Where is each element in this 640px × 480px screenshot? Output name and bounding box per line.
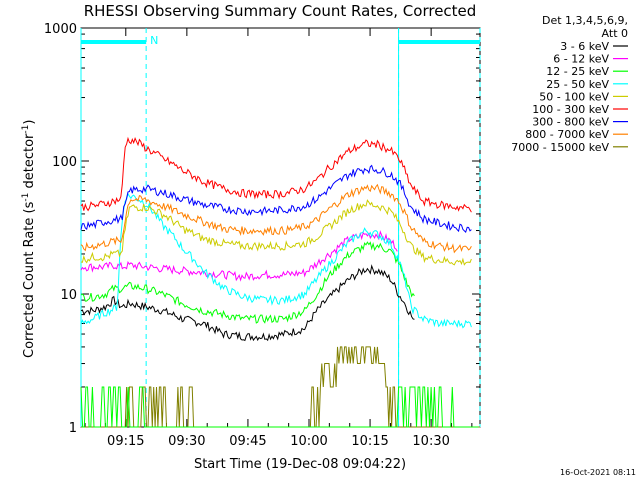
y-tick-label: 10 xyxy=(60,288,77,303)
series-line-50-100-kev xyxy=(80,199,472,266)
x-tick-label: 10:00 xyxy=(290,434,327,449)
chart-title: RHESSI Observing Summary Count Rates, Co… xyxy=(84,2,477,20)
x-axis-label: Start Time (19-Dec-08 09:04:22) xyxy=(194,457,406,472)
legend-header-detectors: Det 1,3,4,5,6,9, xyxy=(542,14,628,27)
series-line-3-6-kev xyxy=(80,264,415,342)
series-line-100-300-kev xyxy=(80,183,472,254)
legend-label: 7000 - 15000 keV xyxy=(511,141,609,154)
legend-label: 800 - 7000 keV xyxy=(525,128,609,141)
legend-label: 300 - 800 keV xyxy=(532,116,609,129)
x-tick-label: 10:30 xyxy=(412,434,449,449)
y-tick-label: 1000 xyxy=(44,22,77,37)
x-tick-label: 09:15 xyxy=(107,434,144,449)
series-line-12-25-kev xyxy=(80,241,415,324)
series-line-800-7000-kev xyxy=(80,136,472,213)
series-line-green-low xyxy=(80,386,479,428)
legend-label: 100 - 300 keV xyxy=(532,103,609,116)
series-line-25-50-kev xyxy=(80,192,472,329)
legend-label: 6 - 12 keV xyxy=(553,53,609,66)
x-tick-label: 09:30 xyxy=(168,434,205,449)
y-tick-label: 100 xyxy=(52,155,77,170)
legend-label: 12 - 25 keV xyxy=(546,65,609,78)
legend-header-attenuator: Att 0 xyxy=(602,27,628,40)
generation-timestamp: 16-Oct-2021 08:11 xyxy=(560,468,636,477)
plot-area: 1 10 100 1000 09:15 09:30 09:45 10:00 10:15 10:30… xyxy=(44,22,481,449)
legend-label: 3 - 6 keV xyxy=(560,40,609,53)
legend-label: 50 - 100 keV xyxy=(539,90,609,103)
y-axis-label: Corrected Count Rate (s-1 detector-1) xyxy=(21,120,37,358)
x-tick-label: 10:15 xyxy=(351,434,388,449)
night-marker-label: N xyxy=(150,34,158,47)
plot-frame xyxy=(80,27,481,428)
series-line-300-800-kev xyxy=(80,164,472,234)
x-tick-label: 09:45 xyxy=(229,434,266,449)
y-tick-label: 1 xyxy=(69,421,77,436)
legend-label: 25 - 50 keV xyxy=(546,78,609,91)
series-line-6-12-kev xyxy=(80,230,398,282)
